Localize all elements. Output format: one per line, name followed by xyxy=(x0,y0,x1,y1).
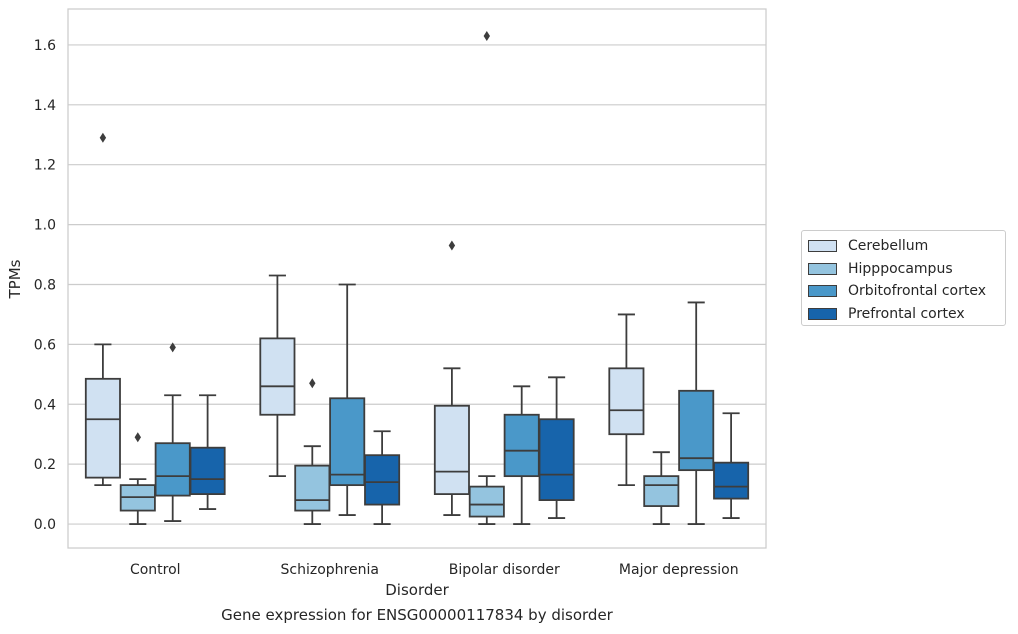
y-tick-label: 0.6 xyxy=(34,337,56,353)
box-prefrontal-cortex xyxy=(364,430,401,525)
legend-swatch xyxy=(808,262,837,275)
legend-item: Prefrontal cortex xyxy=(808,303,999,326)
iqr-box xyxy=(468,485,505,518)
iqr-box xyxy=(538,418,575,501)
x-axis-label: Disorder xyxy=(385,581,449,599)
iqr-box xyxy=(643,475,680,507)
iqr-box xyxy=(84,377,121,479)
x-tick-label: Major depression xyxy=(619,562,739,578)
y-tick-label: 0.4 xyxy=(34,397,56,413)
iqr-box xyxy=(154,442,191,497)
x-axis-ticks: Control Schizophrenia Bipolar disorder Majo… xyxy=(130,562,739,578)
legend-item: Orbitofrontal cortex xyxy=(808,280,999,303)
legend-swatch xyxy=(808,285,837,298)
legend-label: Prefrontal cortex xyxy=(848,305,965,322)
iqr-box xyxy=(433,404,470,495)
box-hipppocampus xyxy=(119,432,156,525)
legend-label: Orbitofrontal cortex xyxy=(848,283,986,300)
box-cerebellum xyxy=(608,313,645,487)
legend-label: Hipppocampus xyxy=(848,260,953,277)
y-tick-label: 1.4 xyxy=(34,98,56,114)
outlier-marker xyxy=(309,378,316,389)
box-cerebellum xyxy=(84,132,121,487)
box-prefrontal-cortex xyxy=(713,412,750,519)
plot-frame xyxy=(67,8,767,549)
outlier-marker xyxy=(169,342,176,353)
y-axis-ticks: 0.0 0.2 0.4 0.6 0.8 1.0 1.2 1.4 1.6 xyxy=(34,38,56,533)
box-orbitofrontal-cortex xyxy=(678,301,715,525)
outlier-marker xyxy=(483,30,490,41)
outlier-marker xyxy=(99,132,107,143)
box-orbitofrontal-cortex xyxy=(503,385,540,525)
iqr-box xyxy=(713,461,750,500)
x-tick-label: Schizophrenia xyxy=(281,562,379,578)
legend-label: Cerebellum xyxy=(848,238,929,255)
iqr-box xyxy=(259,337,296,416)
box-prefrontal-cortex xyxy=(189,394,226,510)
box-hipppocampus xyxy=(468,30,505,525)
box-cerebellum xyxy=(433,240,470,516)
box-orbitofrontal-cortex xyxy=(329,283,366,516)
y-axis-label: TPMs xyxy=(6,259,24,299)
box-hipppocampus xyxy=(294,378,331,525)
y-tick-label: 1.0 xyxy=(34,218,56,234)
iqr-box xyxy=(678,389,715,472)
legend-swatch xyxy=(808,307,837,320)
y-tick-label: 0.8 xyxy=(34,277,56,293)
y-tick-label: 0.0 xyxy=(34,517,56,533)
legend-item: Hipppocampus xyxy=(808,258,999,281)
iqr-box xyxy=(608,367,645,436)
y-tick-label: 1.2 xyxy=(34,158,56,174)
box-hipppocampus xyxy=(643,451,680,525)
legend-swatch xyxy=(808,240,837,253)
iqr-box xyxy=(364,454,401,506)
iqr-box xyxy=(294,464,331,512)
iqr-box xyxy=(189,446,226,495)
chart-caption: Gene expression for ENSG00000117834 by d… xyxy=(221,606,613,624)
legend: Cerebellum Hipppocampus Orbitofrontal cort… xyxy=(801,230,1006,326)
box-orbitofrontal-cortex xyxy=(154,342,191,522)
outlier-marker xyxy=(448,240,456,251)
boxes-layer xyxy=(84,30,750,525)
outlier-marker xyxy=(134,432,141,443)
y-tick-label: 1.6 xyxy=(34,38,56,54)
y-tick-label: 0.2 xyxy=(34,457,56,473)
iqr-box xyxy=(503,413,540,478)
x-tick-label: Control xyxy=(130,562,181,578)
box-cerebellum xyxy=(259,274,296,478)
iqr-box xyxy=(329,397,366,487)
legend-item: Cerebellum xyxy=(808,235,999,258)
x-tick-label: Bipolar disorder xyxy=(449,562,560,578)
box-prefrontal-cortex xyxy=(538,376,575,519)
